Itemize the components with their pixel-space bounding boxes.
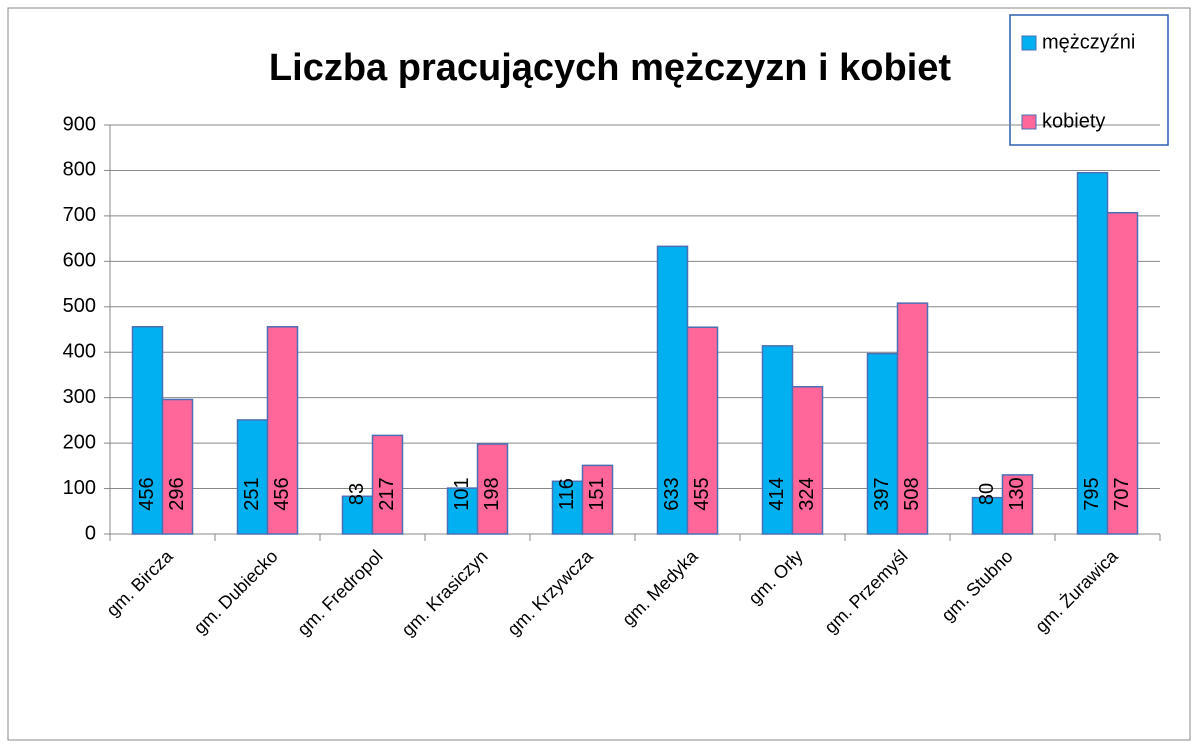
bar: [476, 443, 509, 535]
y-tick-label: 200: [63, 431, 96, 453]
data-label: 508: [901, 477, 923, 510]
y-tick-label: 300: [63, 386, 96, 408]
data-label: 455: [691, 477, 713, 510]
data-label: 707: [1111, 477, 1133, 510]
chart-title: Liczba pracujących mężczyzn i kobiet: [269, 47, 951, 89]
bar: [131, 326, 164, 535]
data-label: 80: [976, 483, 998, 505]
bar: [446, 487, 479, 535]
chart-frame: [7, 7, 1191, 741]
bar: [236, 419, 269, 535]
y-tick-label: 900: [63, 113, 96, 135]
bar: [341, 495, 374, 535]
data-label: 130: [1006, 477, 1028, 510]
bar: [791, 386, 824, 535]
y-tick-label: 0: [85, 522, 96, 544]
bar: [161, 398, 194, 535]
bar: [971, 496, 1004, 535]
legend-swatch: [1021, 35, 1037, 51]
bar: [1106, 211, 1139, 535]
bar: [686, 326, 719, 535]
bar: [761, 345, 794, 535]
data-label: 251: [241, 477, 263, 510]
y-tick-label: 800: [63, 159, 96, 181]
data-label: 414: [766, 477, 788, 510]
bar: [371, 434, 404, 535]
data-label: 296: [166, 477, 188, 510]
bar: [551, 480, 584, 535]
y-tick-label: 400: [63, 341, 96, 363]
data-label: 83: [346, 483, 368, 505]
bar: [1076, 171, 1109, 535]
y-tick-label: 600: [63, 250, 96, 272]
data-label: 198: [481, 477, 503, 510]
data-label: 633: [661, 477, 683, 510]
data-label: 456: [271, 477, 293, 510]
y-tick-label: 700: [63, 204, 96, 226]
bar: [866, 352, 899, 535]
bar: [581, 464, 614, 535]
data-label: 397: [871, 477, 893, 510]
data-label: 217: [376, 477, 398, 510]
data-label: 151: [586, 477, 608, 510]
data-label: 116: [556, 478, 578, 510]
data-label: 456: [136, 477, 158, 510]
legend-label: mężczyźni: [1042, 31, 1135, 53]
data-label: 795: [1081, 477, 1103, 510]
bar: [896, 302, 929, 535]
bar: [1001, 474, 1034, 535]
data-label: 101: [451, 477, 473, 510]
legend-label: kobiety: [1042, 110, 1105, 132]
legend-swatch: [1021, 114, 1037, 130]
bar: [266, 326, 299, 535]
data-label: 324: [796, 477, 818, 510]
y-tick-label: 100: [63, 477, 96, 499]
y-tick-label: 500: [63, 295, 96, 317]
